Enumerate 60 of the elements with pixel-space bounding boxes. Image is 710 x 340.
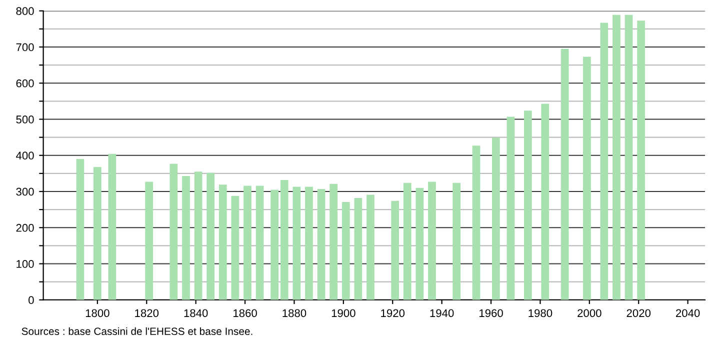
- bar: [182, 176, 190, 300]
- x-tick-label: 2000: [578, 309, 602, 318]
- bar: [600, 22, 608, 300]
- bar: [244, 186, 252, 300]
- bar: [524, 110, 532, 300]
- bar: [452, 182, 461, 300]
- bar: [194, 172, 202, 300]
- bar: [342, 202, 350, 300]
- bar: [145, 182, 154, 300]
- bar: [583, 56, 591, 300]
- bar: [292, 186, 301, 300]
- bar: [492, 138, 500, 300]
- bar: [280, 180, 288, 300]
- y-tick-label: 200: [16, 224, 34, 232]
- bar: [218, 184, 227, 300]
- y-tick-label: 0: [28, 296, 34, 304]
- bar: [506, 116, 515, 300]
- bar: [366, 194, 374, 300]
- bar: [76, 158, 84, 300]
- bar: [472, 146, 480, 300]
- bar: [256, 186, 264, 300]
- x-tick-label: 1960: [480, 309, 503, 318]
- bar: [428, 182, 436, 300]
- x-tick-label: 1880: [282, 309, 306, 318]
- y-tick-label: 800: [16, 7, 34, 16]
- bar: [541, 104, 550, 300]
- bar: [330, 184, 338, 300]
- x-tick-label: 2020: [626, 309, 651, 318]
- x-tick-label: 1840: [184, 309, 208, 318]
- y-tick-label: 600: [16, 79, 34, 88]
- bar: [206, 172, 215, 300]
- x-tick-label: 1940: [430, 309, 454, 318]
- x-tick-label: 1860: [234, 309, 257, 318]
- bar: [231, 196, 240, 300]
- y-tick-label: 300: [16, 188, 34, 196]
- bar: [270, 190, 278, 300]
- y-tick-label: 400: [16, 152, 34, 160]
- y-tick-label: 100: [16, 260, 34, 268]
- x-tick-label: 2040: [676, 309, 700, 318]
- x-tick-label: 1920: [381, 309, 405, 318]
- source-note: Sources : base Cassini de l'EHESS et base Insee.: [22, 327, 252, 336]
- y-tick-label: 700: [16, 43, 34, 52]
- bar: [612, 14, 620, 300]
- bar: [560, 48, 569, 300]
- bar: [108, 154, 116, 300]
- x-tick-label: 1820: [135, 309, 159, 318]
- y-tick-label: 500: [16, 116, 34, 124]
- bar: [170, 164, 178, 300]
- bar: [403, 182, 412, 300]
- bar: [416, 188, 424, 300]
- bar: [305, 186, 313, 300]
- bar: [637, 20, 646, 300]
- bar: [93, 166, 102, 300]
- bar: [391, 200, 400, 300]
- x-tick-label: 1800: [86, 309, 110, 318]
- bar: [354, 198, 362, 300]
- bar: [624, 14, 633, 300]
- bar: [317, 188, 326, 300]
- x-tick-label: 1900: [332, 309, 356, 318]
- x-tick-label: 1980: [528, 309, 552, 318]
